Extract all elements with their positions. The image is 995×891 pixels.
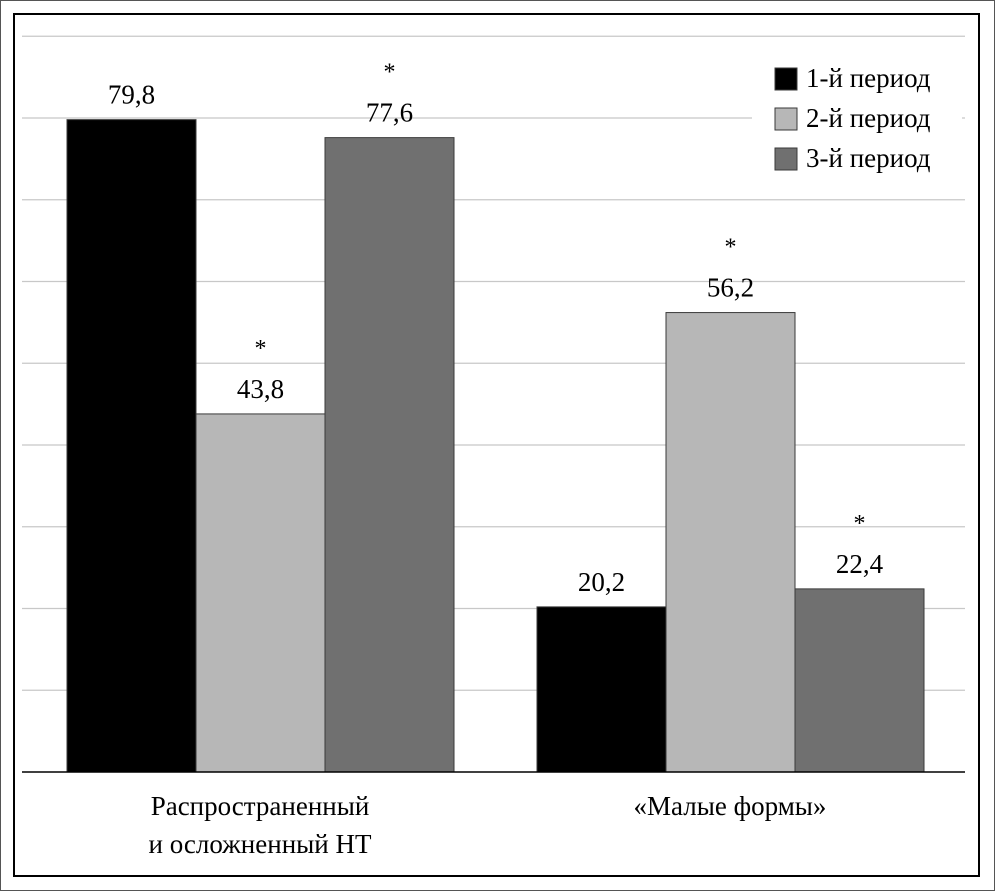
significance-mark: * [725,235,737,261]
x-tick-label: Распространенный и осложненный НТ [149,791,372,859]
bars [66,119,925,773]
data-label: 77,6 [366,98,413,128]
bar [794,588,925,773]
x-tick-label: «Малые формы» [634,791,827,821]
bar [665,312,796,773]
significance-mark: * [384,60,396,86]
legend-label: 1-й период [806,63,931,93]
bar [536,606,667,773]
legend-swatch [774,107,798,131]
x-axis: Распространенный и осложненный НТ «Малые ф… [22,771,965,859]
bar [324,137,455,773]
data-labels: 79,8 43,8 * 77,6 * 20,2 56,2 * 22,4 * [108,60,884,597]
legend: 1-й период 2-й период 3-й период [752,58,962,180]
data-label: 22,4 [836,549,884,579]
significance-mark: * [854,511,866,537]
data-label: 20,2 [578,567,625,597]
significance-mark: * [255,336,267,362]
bar [66,119,197,773]
data-label: 43,8 [237,374,284,404]
data-label: 79,8 [108,80,155,110]
legend-label: 3-й период [806,143,931,173]
legend-label: 2-й период [806,103,931,133]
data-label: 56,2 [707,273,754,303]
legend-swatch [774,147,798,171]
legend-swatch [774,67,798,91]
chart-border [13,13,980,877]
bar [195,413,326,773]
